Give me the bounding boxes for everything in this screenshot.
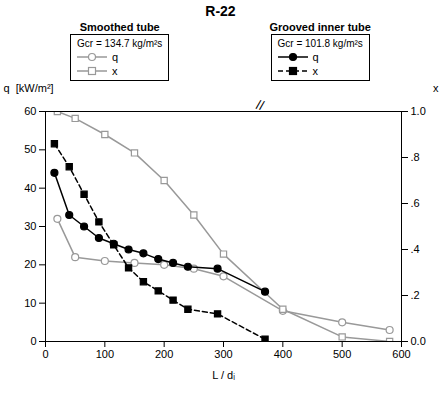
svg-text:400: 400	[274, 348, 292, 360]
html-text:q: q	[312, 51, 319, 63]
svg-text:.2: .2	[411, 289, 420, 301]
svg-text:10: 10	[24, 297, 36, 309]
svg-text:500: 500	[333, 348, 351, 360]
svg-text://: //	[255, 97, 266, 113]
svg-text:.4: .4	[411, 243, 420, 255]
svg-text:600: 600	[392, 348, 410, 360]
svg-text:q [kW/m²]: q [kW/m²]	[4, 82, 54, 94]
html-text:Smoothed tube: Smoothed tube	[79, 21, 160, 33]
html-text:R-22: R-22	[205, 3, 236, 19]
svg-text:0: 0	[42, 348, 48, 360]
svg-text:200: 200	[155, 348, 173, 360]
svg-text:60: 60	[24, 105, 36, 117]
html-text:Gcr = 134.7 kg/m²s: Gcr = 134.7 kg/m²s	[77, 38, 163, 49]
svg-text:1.0: 1.0	[411, 105, 426, 117]
svg-text:40: 40	[24, 182, 36, 194]
html-text:Grooved inner tube: Grooved inner tube	[269, 21, 371, 33]
svg-text:.8: .8	[411, 151, 420, 163]
svg-text:100: 100	[96, 348, 114, 360]
svg-text:0: 0	[30, 335, 36, 347]
svg-text:20: 20	[24, 258, 36, 270]
svg-text:300: 300	[214, 348, 232, 360]
html-text:x: x	[312, 65, 318, 77]
svg-text:0.0: 0.0	[411, 335, 426, 347]
svg-text:30: 30	[24, 220, 36, 232]
svg-text:x: x	[433, 82, 439, 94]
svg-text:L / dᵢ: L / dᵢ	[212, 369, 235, 381]
html-text:x: x	[112, 65, 118, 77]
svg-text:50: 50	[24, 143, 36, 155]
html-text:q: q	[112, 51, 119, 63]
html-text:Gcr = 101.8 kg/m²s: Gcr = 101.8 kg/m²s	[277, 38, 363, 49]
svg-text:.6: .6	[411, 197, 420, 209]
